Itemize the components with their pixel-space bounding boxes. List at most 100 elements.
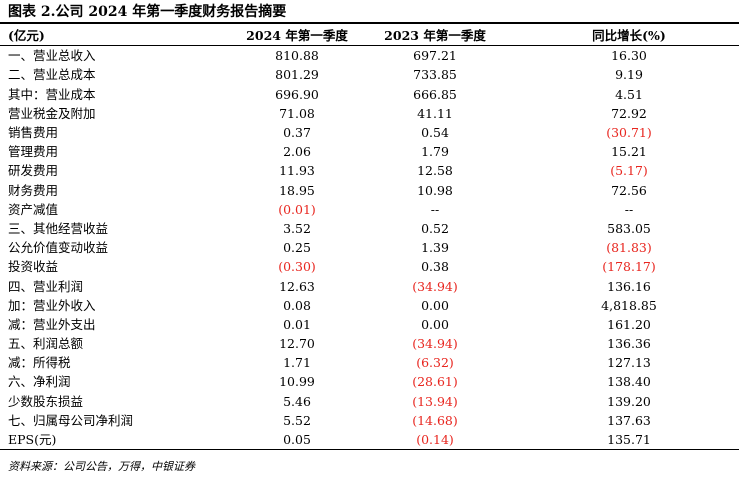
cell-2023q1: (0.14) xyxy=(358,429,512,451)
cell-yoy: 136.16 xyxy=(607,278,651,294)
table-row: EPS(元) 0.05 (0.14) 135.71 xyxy=(0,429,739,451)
title-divider xyxy=(0,22,739,24)
cell-2023q1: (34.94) xyxy=(412,336,458,352)
table-body: 一、营业总收入 810.88 697.21 16.30 二、营业总成本 801.29 733… xyxy=(0,46,739,451)
cell-2024q1: 1.71 xyxy=(283,355,311,371)
financial-summary-table: (亿元) 2024 年第一季度 2023 年第一季度 同比增长(%) 一、营业总… xyxy=(0,26,739,451)
table-row: 二、营业总成本 801.29 733.85 9.19 xyxy=(0,65,739,84)
row-label: 研发费用 xyxy=(8,163,59,179)
row-label: EPS(元) xyxy=(0,429,236,451)
row-label: 加：营业外收入 xyxy=(8,297,96,313)
cell-yoy: 583.05 xyxy=(607,220,651,236)
cell-2023q1: 0.00 xyxy=(421,316,449,332)
cell-2024q1: 10.99 xyxy=(279,374,315,390)
row-label: 公允价值变动收益 xyxy=(8,240,109,256)
cell-yoy: 139.20 xyxy=(607,393,651,409)
cell-2023q1: 0.38 xyxy=(421,259,449,275)
table-row: 四、营业利润 12.63 (34.94) 136.16 xyxy=(0,276,739,295)
row-label: 减：所得税 xyxy=(8,355,71,371)
row-label: 减：营业外支出 xyxy=(8,316,96,332)
cell-2024q1: 2.06 xyxy=(283,144,311,160)
cell-2024q1: 696.90 xyxy=(275,86,319,102)
header-yoy: 同比增长(%) xyxy=(512,26,739,47)
cell-yoy: (5.17) xyxy=(610,163,648,179)
cell-2024q1: (0.01) xyxy=(278,201,316,217)
cell-2023q1: 0.54 xyxy=(421,125,449,141)
cell-2023q1: (34.94) xyxy=(412,278,458,294)
cell-2023q1: (28.61) xyxy=(412,374,458,390)
row-label: 销售费用 xyxy=(8,125,59,141)
cell-yoy: 136.36 xyxy=(607,336,651,352)
cell-2024q1: 11.93 xyxy=(279,163,315,179)
chart-title: 图表 2.公司 2024 年第一季度财务报告摘要 xyxy=(8,4,287,20)
row-label: 其中：营业成本 xyxy=(8,86,96,102)
cell-2024q1: 801.29 xyxy=(275,67,319,83)
cell-2023q1: 0.00 xyxy=(421,297,449,313)
cell-2024q1: 0.37 xyxy=(283,125,311,141)
table-row: 少数股东损益 5.46 (13.94) 139.20 xyxy=(0,392,739,411)
cell-2024q1: 12.70 xyxy=(279,336,315,352)
cell-2023q1: (13.94) xyxy=(412,393,458,409)
cell-2023q1: 41.11 xyxy=(417,105,453,121)
header-2024q1: 2024 年第一季度 xyxy=(236,26,358,47)
cell-yoy: (178.17) xyxy=(602,259,656,275)
table-row: 财务费用 18.95 10.98 72.56 xyxy=(0,181,739,200)
cell-yoy: (81.83) xyxy=(606,240,652,256)
cell-2024q1: 3.52 xyxy=(283,220,311,236)
cell-2023q1: 733.85 xyxy=(413,67,457,83)
cell-2023q1: -- xyxy=(430,201,440,217)
cell-2024q1: 5.52 xyxy=(283,412,311,428)
cell-2023q1: 0.52 xyxy=(421,220,449,236)
table-row: 加：营业外收入 0.08 0.00 4,818.85 xyxy=(0,296,739,315)
cell-yoy: 138.40 xyxy=(607,374,651,390)
cell-2024q1: 0.08 xyxy=(283,297,311,313)
row-label: 营业税金及附加 xyxy=(8,105,96,121)
table-row: 一、营业总收入 810.88 697.21 16.30 xyxy=(0,46,739,66)
row-label: 管理费用 xyxy=(8,144,59,160)
table-row: 研发费用 11.93 12.58 (5.17) xyxy=(0,161,739,180)
row-label: 一、营业总收入 xyxy=(8,48,96,64)
row-label: 投资收益 xyxy=(8,259,59,275)
cell-2024q1: 71.08 xyxy=(279,105,315,121)
table-row: 减：所得税 1.71 (6.32) 127.13 xyxy=(0,353,739,372)
cell-2024q1: 12.63 xyxy=(279,278,315,294)
row-label: 六、净利润 xyxy=(8,374,71,390)
table-row: 其中：营业成本 696.90 666.85 4.51 xyxy=(0,85,739,104)
row-label: 四、营业利润 xyxy=(8,278,84,294)
row-label: 资产减值 xyxy=(8,201,59,217)
table-header-row: (亿元) 2024 年第一季度 2023 年第一季度 同比增长(%) xyxy=(0,26,739,47)
table-row: 管理费用 2.06 1.79 15.21 xyxy=(0,142,739,161)
table-row: 三、其他经营收益 3.52 0.52 583.05 xyxy=(0,219,739,238)
table-row: 减：营业外支出 0.01 0.00 161.20 xyxy=(0,315,739,334)
cell-2023q1: 697.21 xyxy=(413,48,457,64)
header-unit: (亿元) xyxy=(0,26,236,47)
table-row: 销售费用 0.37 0.54 (30.71) xyxy=(0,123,739,142)
cell-2024q1: 810.88 xyxy=(275,48,319,64)
cell-yoy: 16.30 xyxy=(611,48,647,64)
cell-yoy: 4.51 xyxy=(615,86,643,102)
cell-yoy: 127.13 xyxy=(607,355,651,371)
cell-2024q1: 0.05 xyxy=(236,429,358,451)
cell-2023q1: 1.39 xyxy=(421,240,449,256)
cell-2023q1: 666.85 xyxy=(413,86,457,102)
table-row: 营业税金及附加 71.08 41.11 72.92 xyxy=(0,104,739,123)
cell-yoy: 161.20 xyxy=(607,316,651,332)
row-label: 七、归属母公司净利润 xyxy=(8,412,134,428)
cell-yoy: -- xyxy=(624,201,634,217)
row-label: 财务费用 xyxy=(8,182,59,198)
table-row: 公允价值变动收益 0.25 1.39 (81.83) xyxy=(0,238,739,257)
cell-yoy: 15.21 xyxy=(611,144,647,160)
table-row: 五、利润总额 12.70 (34.94) 136.36 xyxy=(0,334,739,353)
cell-2024q1: 0.01 xyxy=(283,316,311,332)
cell-2024q1: 18.95 xyxy=(279,182,315,198)
row-label: 五、利润总额 xyxy=(8,336,84,352)
cell-yoy: 72.92 xyxy=(611,105,647,121)
table-row: 六、净利润 10.99 (28.61) 138.40 xyxy=(0,372,739,391)
table-row: 投资收益 (0.30) 0.38 (178.17) xyxy=(0,257,739,276)
cell-yoy: 135.71 xyxy=(512,429,739,451)
source-note: 资料来源：公司公告，万得，中银证券 xyxy=(8,460,195,473)
cell-2023q1: 1.79 xyxy=(421,144,449,160)
row-label: 三、其他经营收益 xyxy=(8,220,109,236)
cell-2023q1: (14.68) xyxy=(412,412,458,428)
cell-yoy: 72.56 xyxy=(611,182,647,198)
